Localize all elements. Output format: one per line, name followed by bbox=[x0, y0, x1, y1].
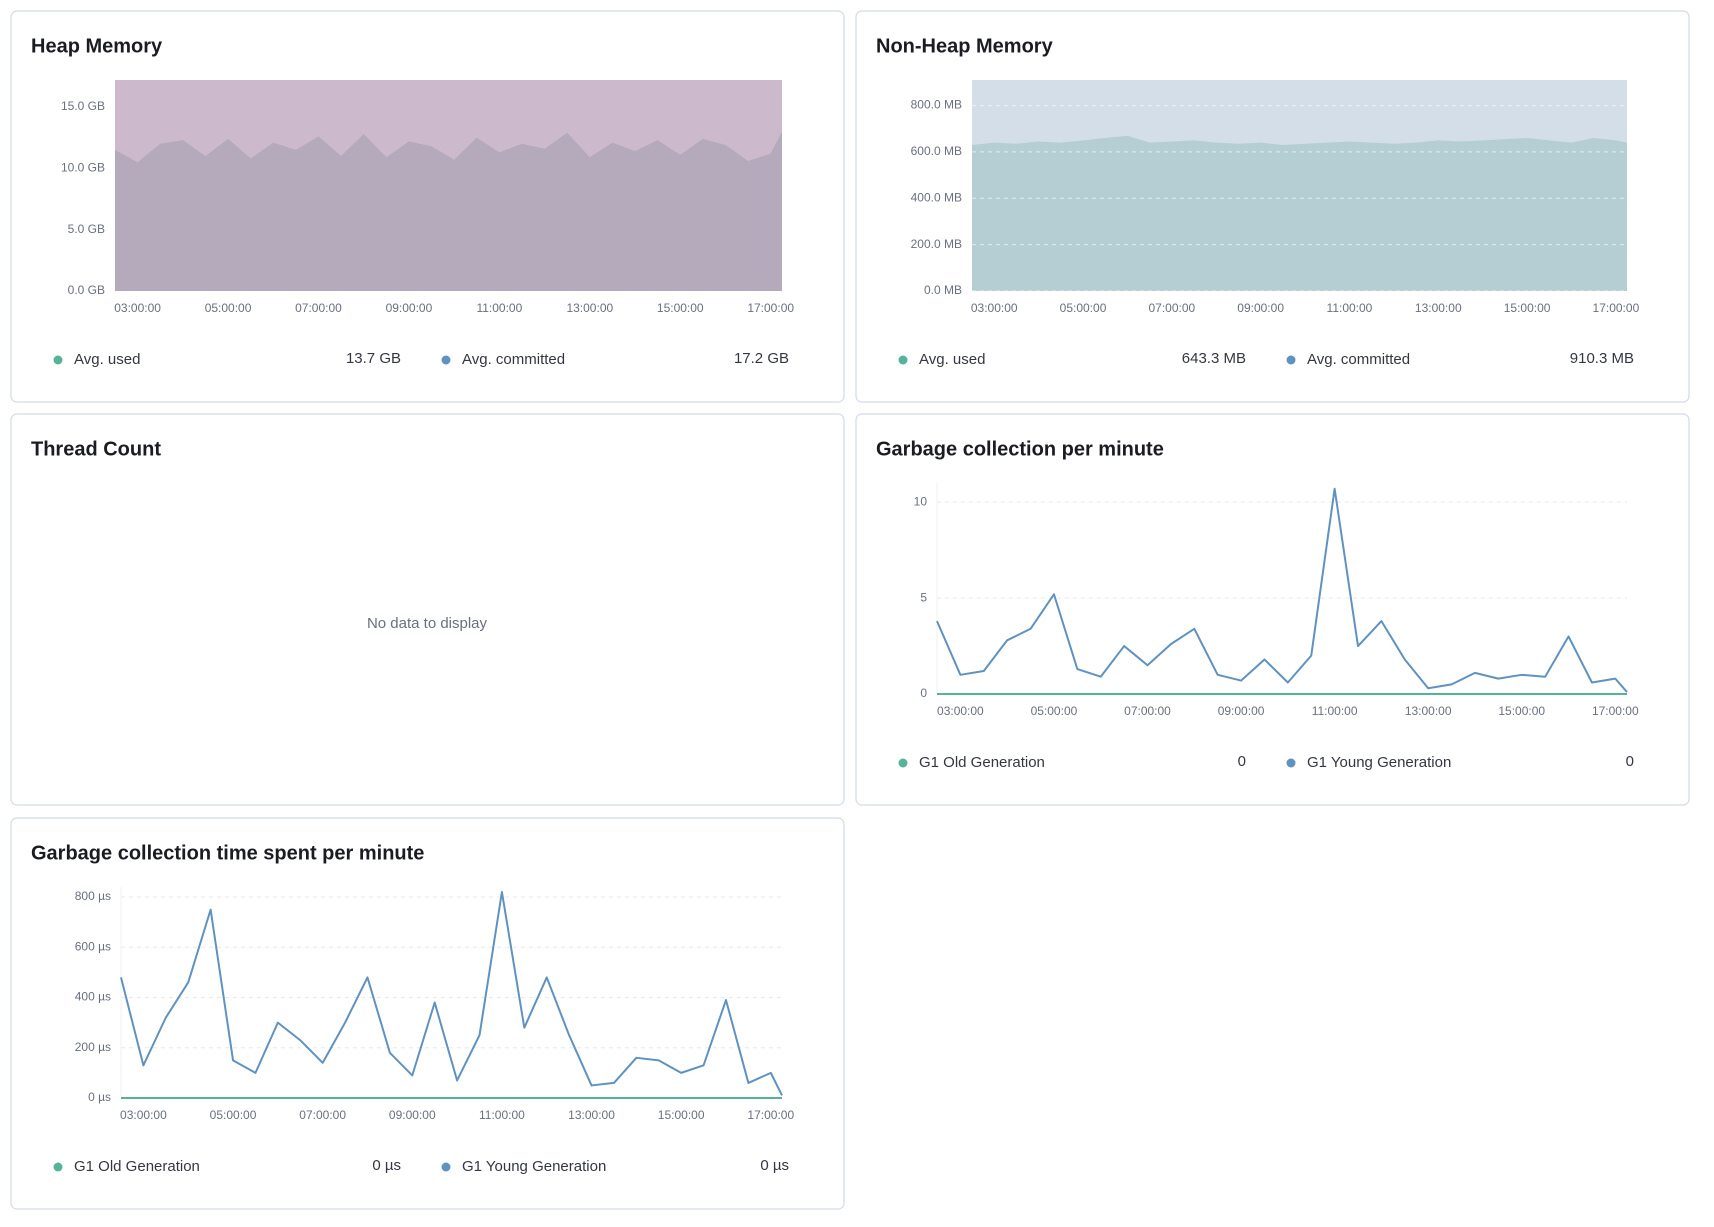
panel-title: Garbage collection per minute bbox=[876, 438, 1164, 460]
x-tick-label: 15:00:00 bbox=[658, 1108, 705, 1122]
y-tick-label: 0.0 MB bbox=[924, 283, 962, 297]
legend-label: G1 Young Generation bbox=[462, 1158, 606, 1175]
x-tick-label: 07:00:00 bbox=[299, 1108, 346, 1122]
x-tick-label: 09:00:00 bbox=[1237, 301, 1284, 315]
legend-dot bbox=[1286, 355, 1296, 365]
x-tick-label: 11:00:00 bbox=[476, 301, 522, 315]
x-tick-label: 03:00:00 bbox=[937, 704, 984, 718]
legend-dot bbox=[898, 758, 908, 768]
x-tick-label: 15:00:00 bbox=[1504, 301, 1551, 315]
y-tick-label: 10.0 GB bbox=[61, 160, 105, 174]
series-line bbox=[120, 891, 783, 1096]
x-tick-label: 09:00:00 bbox=[389, 1108, 436, 1122]
y-tick-label: 0.0 GB bbox=[68, 283, 105, 297]
x-tick-label: 05:00:00 bbox=[210, 1108, 257, 1122]
x-tick-label: 11:00:00 bbox=[479, 1108, 525, 1122]
panel: Garbage collection per minute 0 5 10 03:00:0… bbox=[855, 413, 1690, 806]
legend-value: 0 bbox=[1626, 753, 1634, 770]
panel-frame bbox=[10, 817, 845, 1210]
x-tick-label: 09:00:00 bbox=[386, 301, 433, 315]
x-tick-label: 03:00:00 bbox=[971, 301, 1018, 315]
x-tick-label: 07:00:00 bbox=[295, 301, 342, 315]
series-line bbox=[936, 487, 1628, 693]
x-tick-label: 09:00:00 bbox=[1218, 704, 1265, 718]
y-tick-label: 0 bbox=[920, 686, 927, 700]
legend-dot bbox=[53, 355, 63, 365]
x-tick-label: 11:00:00 bbox=[1327, 301, 1373, 315]
legend-value: 13.7 GB bbox=[346, 350, 401, 367]
x-tick-label: 15:00:00 bbox=[657, 301, 704, 315]
area bbox=[115, 131, 782, 291]
panel-frame bbox=[10, 413, 845, 806]
panel: Garbage collection time spent per minute… bbox=[10, 817, 845, 1210]
panel-title: Garbage collection time spent per minute bbox=[31, 842, 424, 864]
y-tick-label: 800.0 MB bbox=[911, 98, 962, 112]
legend-value: 0 bbox=[1238, 753, 1246, 770]
x-tick-label: 17:00:00 bbox=[747, 301, 794, 315]
panel-frame bbox=[855, 413, 1690, 806]
x-tick-label: 11:00:00 bbox=[1312, 704, 1358, 718]
legend-label: G1 Young Generation bbox=[1307, 754, 1451, 771]
legend-value: 910.3 MB bbox=[1570, 350, 1634, 367]
panel: Non-Heap Memory 0.0 MB 200.0 MB 400.0 MB 600… bbox=[855, 10, 1690, 403]
panel-title: Non-Heap Memory bbox=[876, 35, 1054, 57]
legend-label: Avg. committed bbox=[462, 351, 565, 368]
x-tick-label: 17:00:00 bbox=[1593, 301, 1640, 315]
x-tick-label: 15:00:00 bbox=[1498, 704, 1545, 718]
legend-value: 0 µs bbox=[372, 1157, 401, 1174]
legend-value: 17.2 GB bbox=[734, 350, 789, 367]
x-tick-label: 03:00:00 bbox=[114, 301, 161, 315]
legend-label: Avg. used bbox=[919, 351, 985, 368]
legend-dot bbox=[441, 355, 451, 365]
x-tick-label: 13:00:00 bbox=[566, 301, 613, 315]
y-tick-label: 0 µs bbox=[88, 1090, 111, 1104]
y-tick-label: 15.0 GB bbox=[61, 99, 105, 113]
legend-label: G1 Old Generation bbox=[74, 1158, 200, 1175]
legend-value: 0 µs bbox=[760, 1157, 789, 1174]
y-tick-label: 200 µs bbox=[75, 1040, 111, 1054]
x-tick-label: 13:00:00 bbox=[1415, 301, 1462, 315]
y-tick-label: 5 bbox=[920, 590, 927, 604]
x-tick-label: 07:00:00 bbox=[1124, 704, 1171, 718]
y-tick-label: 200.0 MB bbox=[911, 237, 962, 251]
y-tick-label: 600.0 MB bbox=[911, 144, 962, 158]
x-tick-label: 13:00:00 bbox=[1405, 704, 1452, 718]
legend-dot bbox=[1286, 758, 1296, 768]
legend-value: 643.3 MB bbox=[1182, 350, 1246, 367]
legend-dot bbox=[53, 1162, 63, 1172]
x-tick-label: 05:00:00 bbox=[1031, 704, 1078, 718]
x-tick-label: 07:00:00 bbox=[1148, 301, 1195, 315]
empty-message: No data to display bbox=[367, 615, 488, 632]
legend-label: G1 Old Generation bbox=[919, 754, 1045, 771]
y-tick-label: 10 bbox=[914, 494, 928, 508]
x-tick-label: 13:00:00 bbox=[568, 1108, 615, 1122]
x-tick-label: 05:00:00 bbox=[1060, 301, 1107, 315]
panel: Thread Count No data to display bbox=[10, 413, 845, 806]
x-tick-label: 05:00:00 bbox=[205, 301, 252, 315]
y-tick-label: 5.0 GB bbox=[68, 222, 105, 236]
legend-label: Avg. committed bbox=[1307, 351, 1410, 368]
panel-title: Heap Memory bbox=[31, 35, 163, 57]
y-tick-label: 400 µs bbox=[75, 990, 111, 1004]
legend-dot bbox=[441, 1162, 451, 1172]
x-tick-label: 17:00:00 bbox=[1592, 704, 1639, 718]
x-tick-label: 17:00:00 bbox=[747, 1108, 794, 1122]
area bbox=[972, 135, 1627, 291]
y-tick-label: 600 µs bbox=[75, 939, 111, 953]
y-tick-label: 800 µs bbox=[75, 889, 111, 903]
legend-dot bbox=[898, 355, 908, 365]
legend-label: Avg. used bbox=[74, 351, 140, 368]
y-tick-label: 400.0 MB bbox=[911, 190, 962, 204]
panel: Heap Memory 0.0 GB 5.0 GB 10.0 GB 15.0 GB 03:… bbox=[10, 10, 845, 403]
x-tick-label: 03:00:00 bbox=[120, 1108, 167, 1122]
panel-title: Thread Count bbox=[31, 438, 161, 460]
